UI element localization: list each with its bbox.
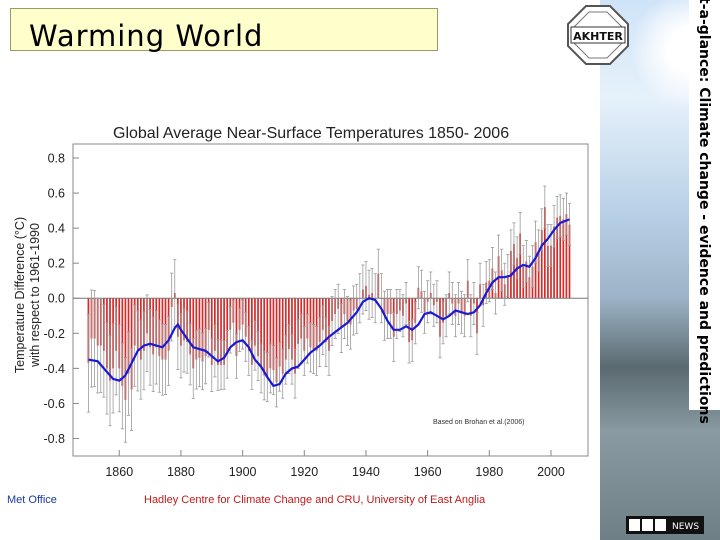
bbc-news-text: NEWS xyxy=(672,522,699,532)
anomaly-bar xyxy=(266,298,269,378)
anomaly-bar xyxy=(251,298,253,365)
y-tick-label: 0.4 xyxy=(48,222,65,236)
chart-title: Global Average Near-Surface Temperatures… xyxy=(113,125,509,142)
x-tick-label: 1900 xyxy=(229,465,257,479)
anomaly-bar xyxy=(288,298,290,350)
anomaly-bar xyxy=(217,298,219,365)
anomaly-bar xyxy=(204,298,207,357)
y-tick-label: 0.2 xyxy=(48,257,65,271)
anomaly-bar xyxy=(124,298,127,400)
anomaly-bar xyxy=(198,298,201,358)
y-tick-label: 0.0 xyxy=(48,292,65,306)
anomaly-bar xyxy=(226,298,229,355)
error-bars xyxy=(86,185,572,443)
anomaly-bar xyxy=(303,298,306,351)
citation-annotation: Based on Brohan et al.(2006) xyxy=(433,419,524,426)
footer-credit: Hadley Centre for Climate Change and CRU… xyxy=(144,494,486,506)
y-tick-label: -0.8 xyxy=(43,432,65,446)
anomaly-bar xyxy=(547,245,549,299)
x-tick-label: 2000 xyxy=(537,465,565,479)
x-tick-label: 1860 xyxy=(105,465,133,479)
anomaly-bar xyxy=(263,298,266,376)
anomaly-bar xyxy=(328,298,330,351)
anomaly-bar xyxy=(556,217,559,299)
y-tick-label: 0.6 xyxy=(48,187,65,201)
anomaly-bar xyxy=(284,298,287,360)
anomaly-bar xyxy=(247,298,250,351)
anomaly-bar xyxy=(562,219,565,299)
anomaly-bar xyxy=(210,298,213,365)
y-tick-label: -0.2 xyxy=(43,327,65,341)
anomaly-bar xyxy=(235,298,238,357)
anomaly-bar xyxy=(260,298,262,369)
anomaly-bar xyxy=(192,298,195,369)
smoothed-line xyxy=(88,218,570,388)
y-axis-ticks: -0.8 -0.6 -0.4 -0.2 0.0 0.2 0.4 0.6 0.8 xyxy=(43,152,79,446)
anomaly-bar xyxy=(269,298,272,369)
anomaly-bar xyxy=(543,207,546,299)
anomaly-bar xyxy=(559,215,562,299)
anomaly-bar xyxy=(408,298,410,343)
anomaly-bar xyxy=(312,298,315,350)
anomaly-bar xyxy=(291,298,293,360)
anomaly-bar xyxy=(534,242,537,299)
anomaly-bar xyxy=(130,298,133,390)
anomaly-bar xyxy=(121,298,124,386)
x-tick-label: 1940 xyxy=(352,465,380,479)
anomaly-bar xyxy=(220,298,222,365)
temperature-chart: Global Average Near-Surface Temperatures… xyxy=(13,125,589,479)
anomaly-bar xyxy=(195,298,198,360)
x-tick-label: 1920 xyxy=(290,465,318,479)
y-tick-label: -0.6 xyxy=(43,397,65,411)
anomaly-bar xyxy=(223,298,225,365)
akhter-logo: AKHTER xyxy=(567,5,629,65)
anomaly-bar xyxy=(278,298,281,367)
side-label-background xyxy=(689,0,720,410)
anomaly-bar xyxy=(568,224,571,299)
logo-text: AKHTER xyxy=(573,30,623,43)
anomaly-bar xyxy=(294,298,296,374)
x-tick-label: 1960 xyxy=(414,465,442,479)
anomaly-bar xyxy=(537,250,540,299)
anomaly-bar xyxy=(540,229,543,299)
plot-frame xyxy=(72,143,589,457)
y-tick-label: -0.4 xyxy=(43,362,65,376)
y-axis-label: Temperature Difference (°C)with respect … xyxy=(13,217,42,373)
slide-title: Warming World xyxy=(29,19,264,53)
x-tick-label: 1880 xyxy=(167,465,195,479)
anomaly-bar xyxy=(257,298,259,357)
anomaly-bar xyxy=(553,226,555,299)
anomaly-bar xyxy=(315,298,318,351)
anomaly-bar xyxy=(550,245,552,299)
anomaly-bar xyxy=(201,298,204,362)
y-tick-label: 0.8 xyxy=(48,152,65,166)
title-banner: Warming World xyxy=(10,8,438,53)
anomaly-bar xyxy=(272,298,275,371)
bbc-news-logo: NEWS xyxy=(626,516,704,534)
x-axis-ticks: 1860 1880 1900 1920 1940 1960 1980 2000 xyxy=(105,450,565,479)
anomaly-bar xyxy=(281,298,284,374)
anomaly-bar xyxy=(565,214,568,299)
x-tick-label: 1980 xyxy=(475,465,503,479)
footer-met-office: Met Office xyxy=(7,494,57,506)
anomaly-bar xyxy=(275,298,278,383)
side-label: At-a-glance: Climate change - evidence a… xyxy=(696,0,712,424)
